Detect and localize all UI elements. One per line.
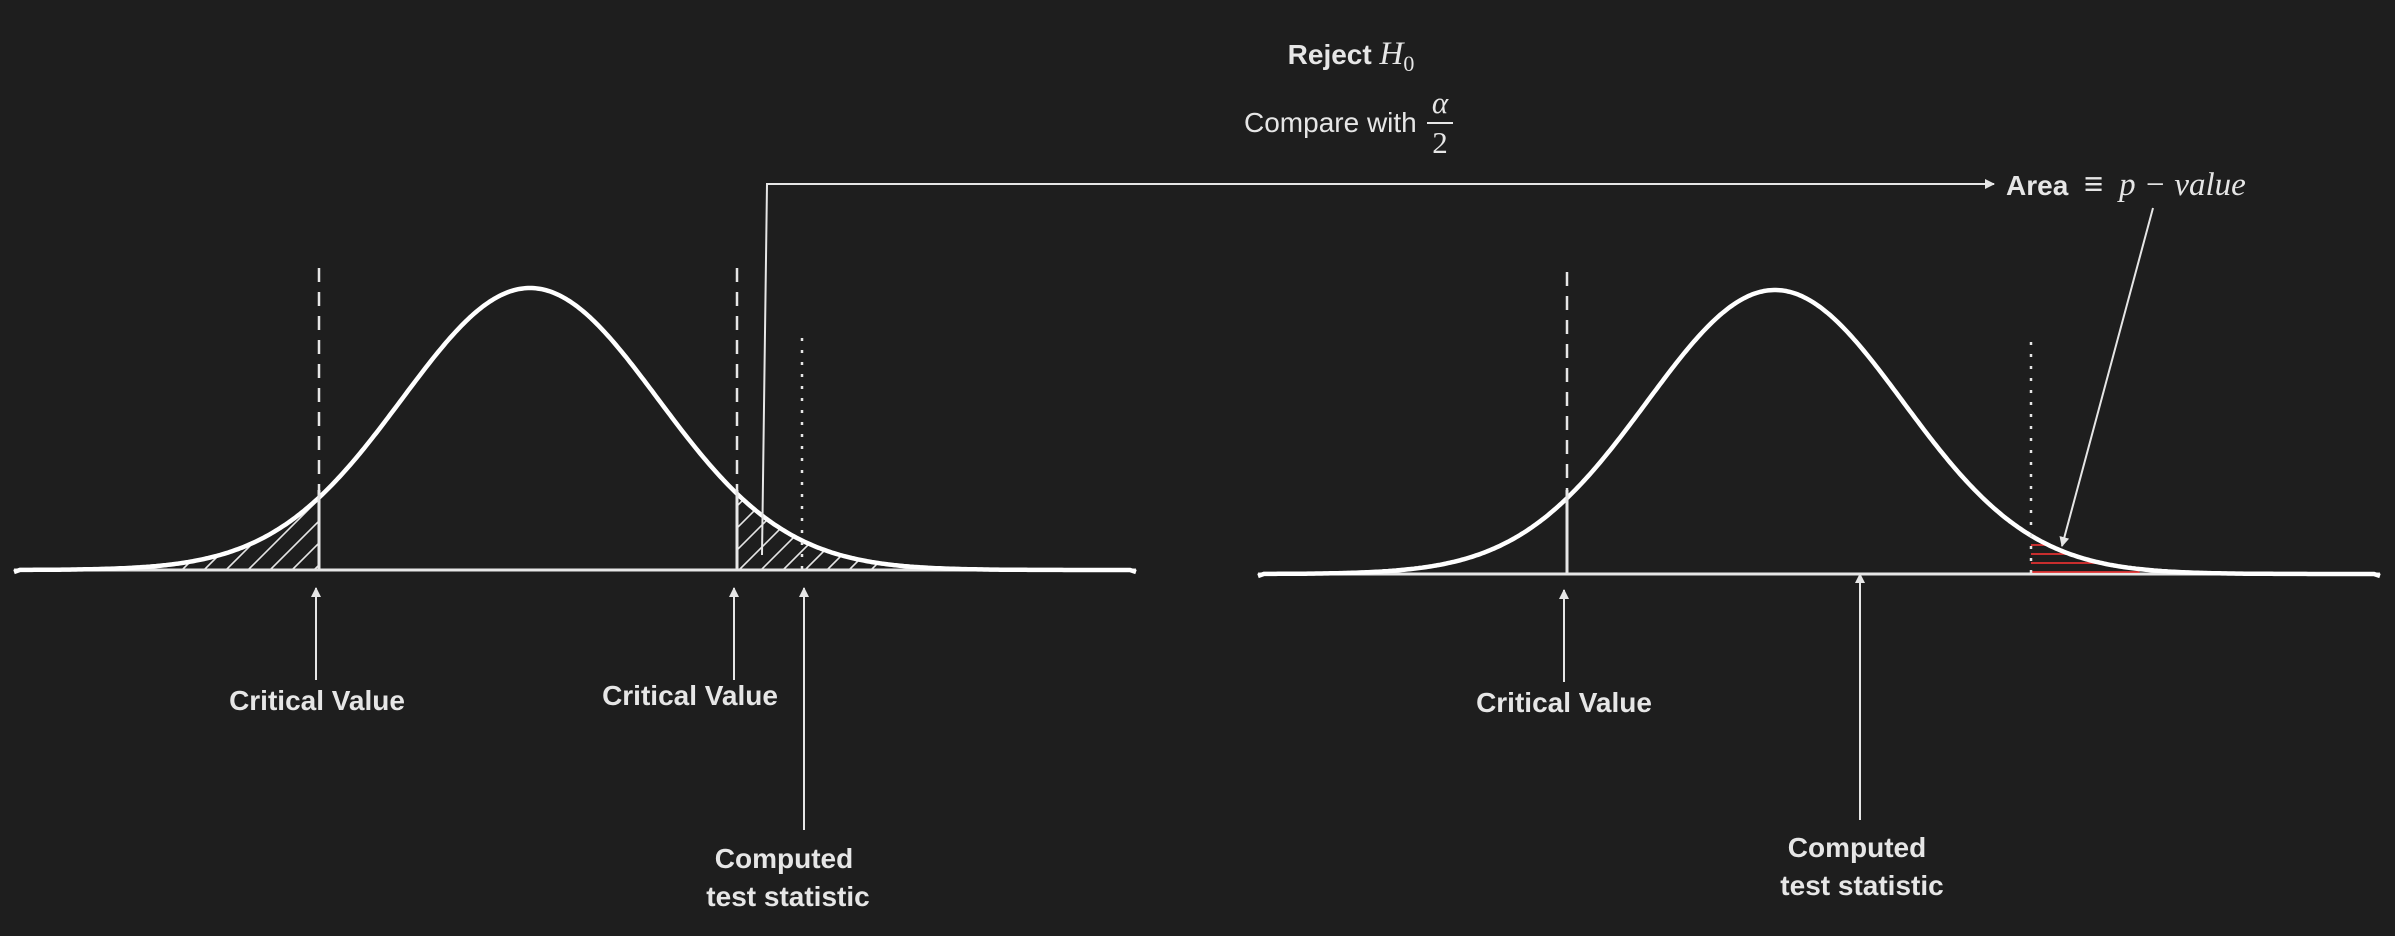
- hatch-line: [358, 440, 488, 570]
- hatch-line: [826, 493, 880, 570]
- reject-word: Reject: [1287, 39, 1372, 70]
- pvalue-expression: p − value: [2119, 167, 2246, 203]
- hatch-line: [380, 440, 510, 570]
- hatch-line: [291, 498, 319, 570]
- hatch-line: [180, 498, 225, 570]
- hatch-line: [181, 498, 313, 570]
- left-distribution-plot: [13, 268, 1137, 830]
- hatch-line: [848, 493, 880, 570]
- h0-symbol: H0: [1379, 36, 1414, 76]
- fraction-bar: [1427, 122, 1453, 124]
- left-computed-statistic-label-line1: Computed: [714, 843, 854, 874]
- hatch-line: [1003, 440, 1133, 570]
- area-pvalue-label: Area ≡ p − value: [2006, 165, 2246, 205]
- hatch-line: [180, 498, 291, 570]
- equiv-symbol: ≡: [2084, 165, 2104, 202]
- area-connector-arrow: [761, 179, 1995, 556]
- right-distribution-plot: [1257, 207, 2381, 820]
- hatch-line: [269, 498, 319, 570]
- left-critical-value-lower-label: Critical Value: [229, 685, 405, 716]
- hatch-line: [870, 493, 880, 570]
- hatch-line: [893, 440, 1023, 570]
- hatch-line: [981, 440, 1111, 570]
- hatch-line: [737, 493, 738, 570]
- hatch-line: [446, 440, 576, 570]
- hatch-line: [402, 440, 532, 570]
- hatch-line: [180, 498, 181, 570]
- hatch-line: [915, 440, 1045, 570]
- hatch-line: [424, 440, 554, 570]
- hatch-line: [959, 440, 1089, 570]
- hatch-line: [203, 498, 319, 570]
- pvalue-pointer-arrow: [2059, 207, 2154, 547]
- right-critical-value-label: Critical Value: [1476, 687, 1652, 718]
- right-normal-curve: [1257, 287, 2381, 579]
- hatch-line: [737, 493, 826, 570]
- alpha-over-two-fraction: α 2: [1423, 86, 1457, 160]
- hatch-line: [738, 493, 870, 570]
- compare-with-label: Compare with: [1244, 107, 1417, 138]
- hatch-line: [313, 498, 319, 570]
- hatch-line: [180, 498, 269, 570]
- h-subscript: 0: [1403, 51, 1415, 76]
- fraction-numerator: α: [1431, 85, 1449, 120]
- reject-h0-label: Reject H0: [1266, 35, 1436, 83]
- fraction-denominator: 2: [1432, 125, 1448, 160]
- hatch-line: [180, 498, 203, 570]
- area-word: Area: [2006, 170, 2069, 201]
- right-computed-statistic-label-line2: test statistic: [1780, 870, 1944, 901]
- hatch-line: [737, 493, 760, 570]
- h-letter: H: [1379, 36, 1404, 72]
- right-computed-statistic-label-line1: Computed: [1787, 832, 1927, 863]
- left-upper-tail-hatch: [737, 440, 1133, 570]
- hatch-line: [937, 440, 1067, 570]
- left-normal-curve: [13, 285, 1137, 575]
- left-computed-statistic-label-line2: test statistic: [706, 881, 870, 912]
- hatch-line: [225, 498, 319, 570]
- left-critical-value-upper-label: Critical Value: [602, 680, 778, 711]
- hatch-line: [180, 498, 247, 570]
